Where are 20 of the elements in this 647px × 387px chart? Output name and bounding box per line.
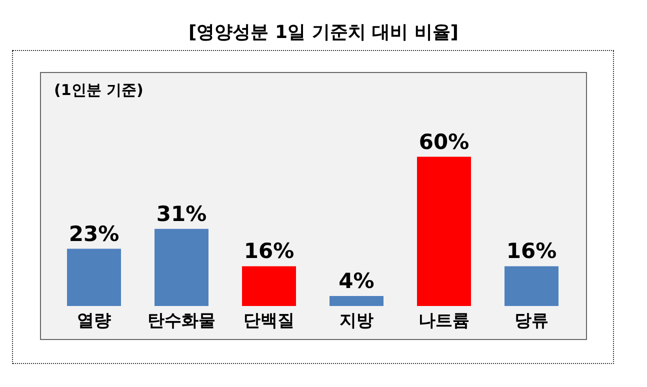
data-label: 23% [68,222,120,246]
data-label: 31% [156,202,207,226]
bar [154,228,208,306]
bar [242,266,296,306]
data-label: 16% [506,239,557,264]
text: (1인분 기준) [54,81,144,100]
x-tick-label: 단백질 [243,311,294,332]
data-label: 60% [418,130,470,154]
x-tick-label: 나트륨 [418,311,470,332]
bar [417,156,471,306]
x-tick-label: 열량 [76,311,111,332]
data-label: 16% [244,239,294,264]
x-tick-label: 지방 [339,311,374,332]
bar [504,266,558,306]
x-tick-label: 탄수화물 [147,311,216,332]
data-label: 4% [338,269,374,294]
bar [330,296,384,306]
bar [67,248,121,306]
x-tick-label: 당류 [514,311,548,332]
chart-title: [영양성분 1일 기준치 대비 비율] [187,21,460,44]
